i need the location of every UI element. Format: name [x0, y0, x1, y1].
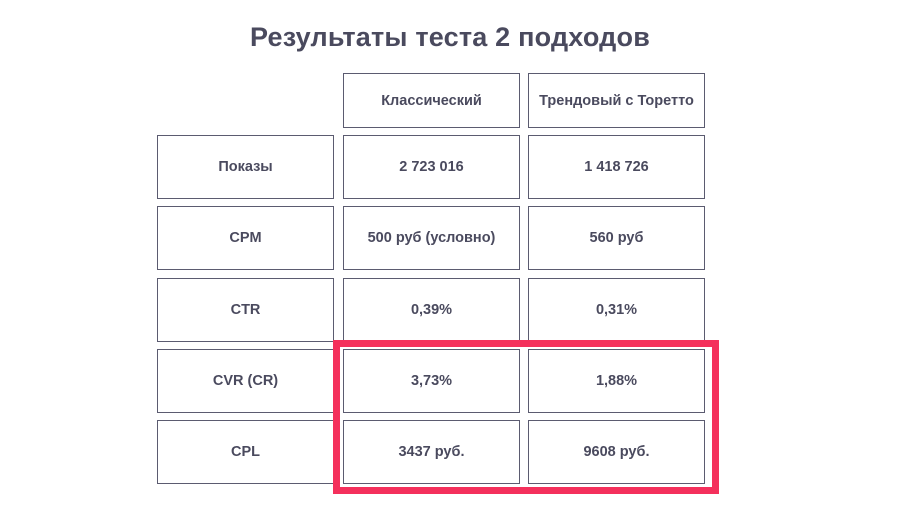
cell-ctr-trend: 0,31% [528, 278, 705, 342]
cell-cpl-classic: 3437 руб. [343, 420, 520, 484]
cell-cvr-classic: 3,73% [343, 349, 520, 413]
cell-ctr-classic: 0,39% [343, 278, 520, 342]
cell-impressions-classic: 2 723 016 [343, 135, 520, 199]
column-header-trend: Трендовый с Торетто [528, 73, 705, 128]
row-label-ctr: CTR [157, 278, 334, 342]
row-label-cpm: CPM [157, 206, 334, 270]
cell-cvr-trend: 1,88% [528, 349, 705, 413]
cell-cpl-trend: 9608 руб. [528, 420, 705, 484]
cell-impressions-trend: 1 418 726 [528, 135, 705, 199]
row-label-cvr: CVR (CR) [157, 349, 334, 413]
cell-cpm-classic: 500 руб (условно) [343, 206, 520, 270]
page-title: Результаты теста 2 подходов [249, 22, 650, 52]
row-label-cpl: CPL [157, 420, 334, 484]
cell-cpm-trend: 560 руб [528, 206, 705, 270]
column-header-classic: Классический [343, 73, 520, 128]
row-label-impressions: Показы [157, 135, 334, 199]
